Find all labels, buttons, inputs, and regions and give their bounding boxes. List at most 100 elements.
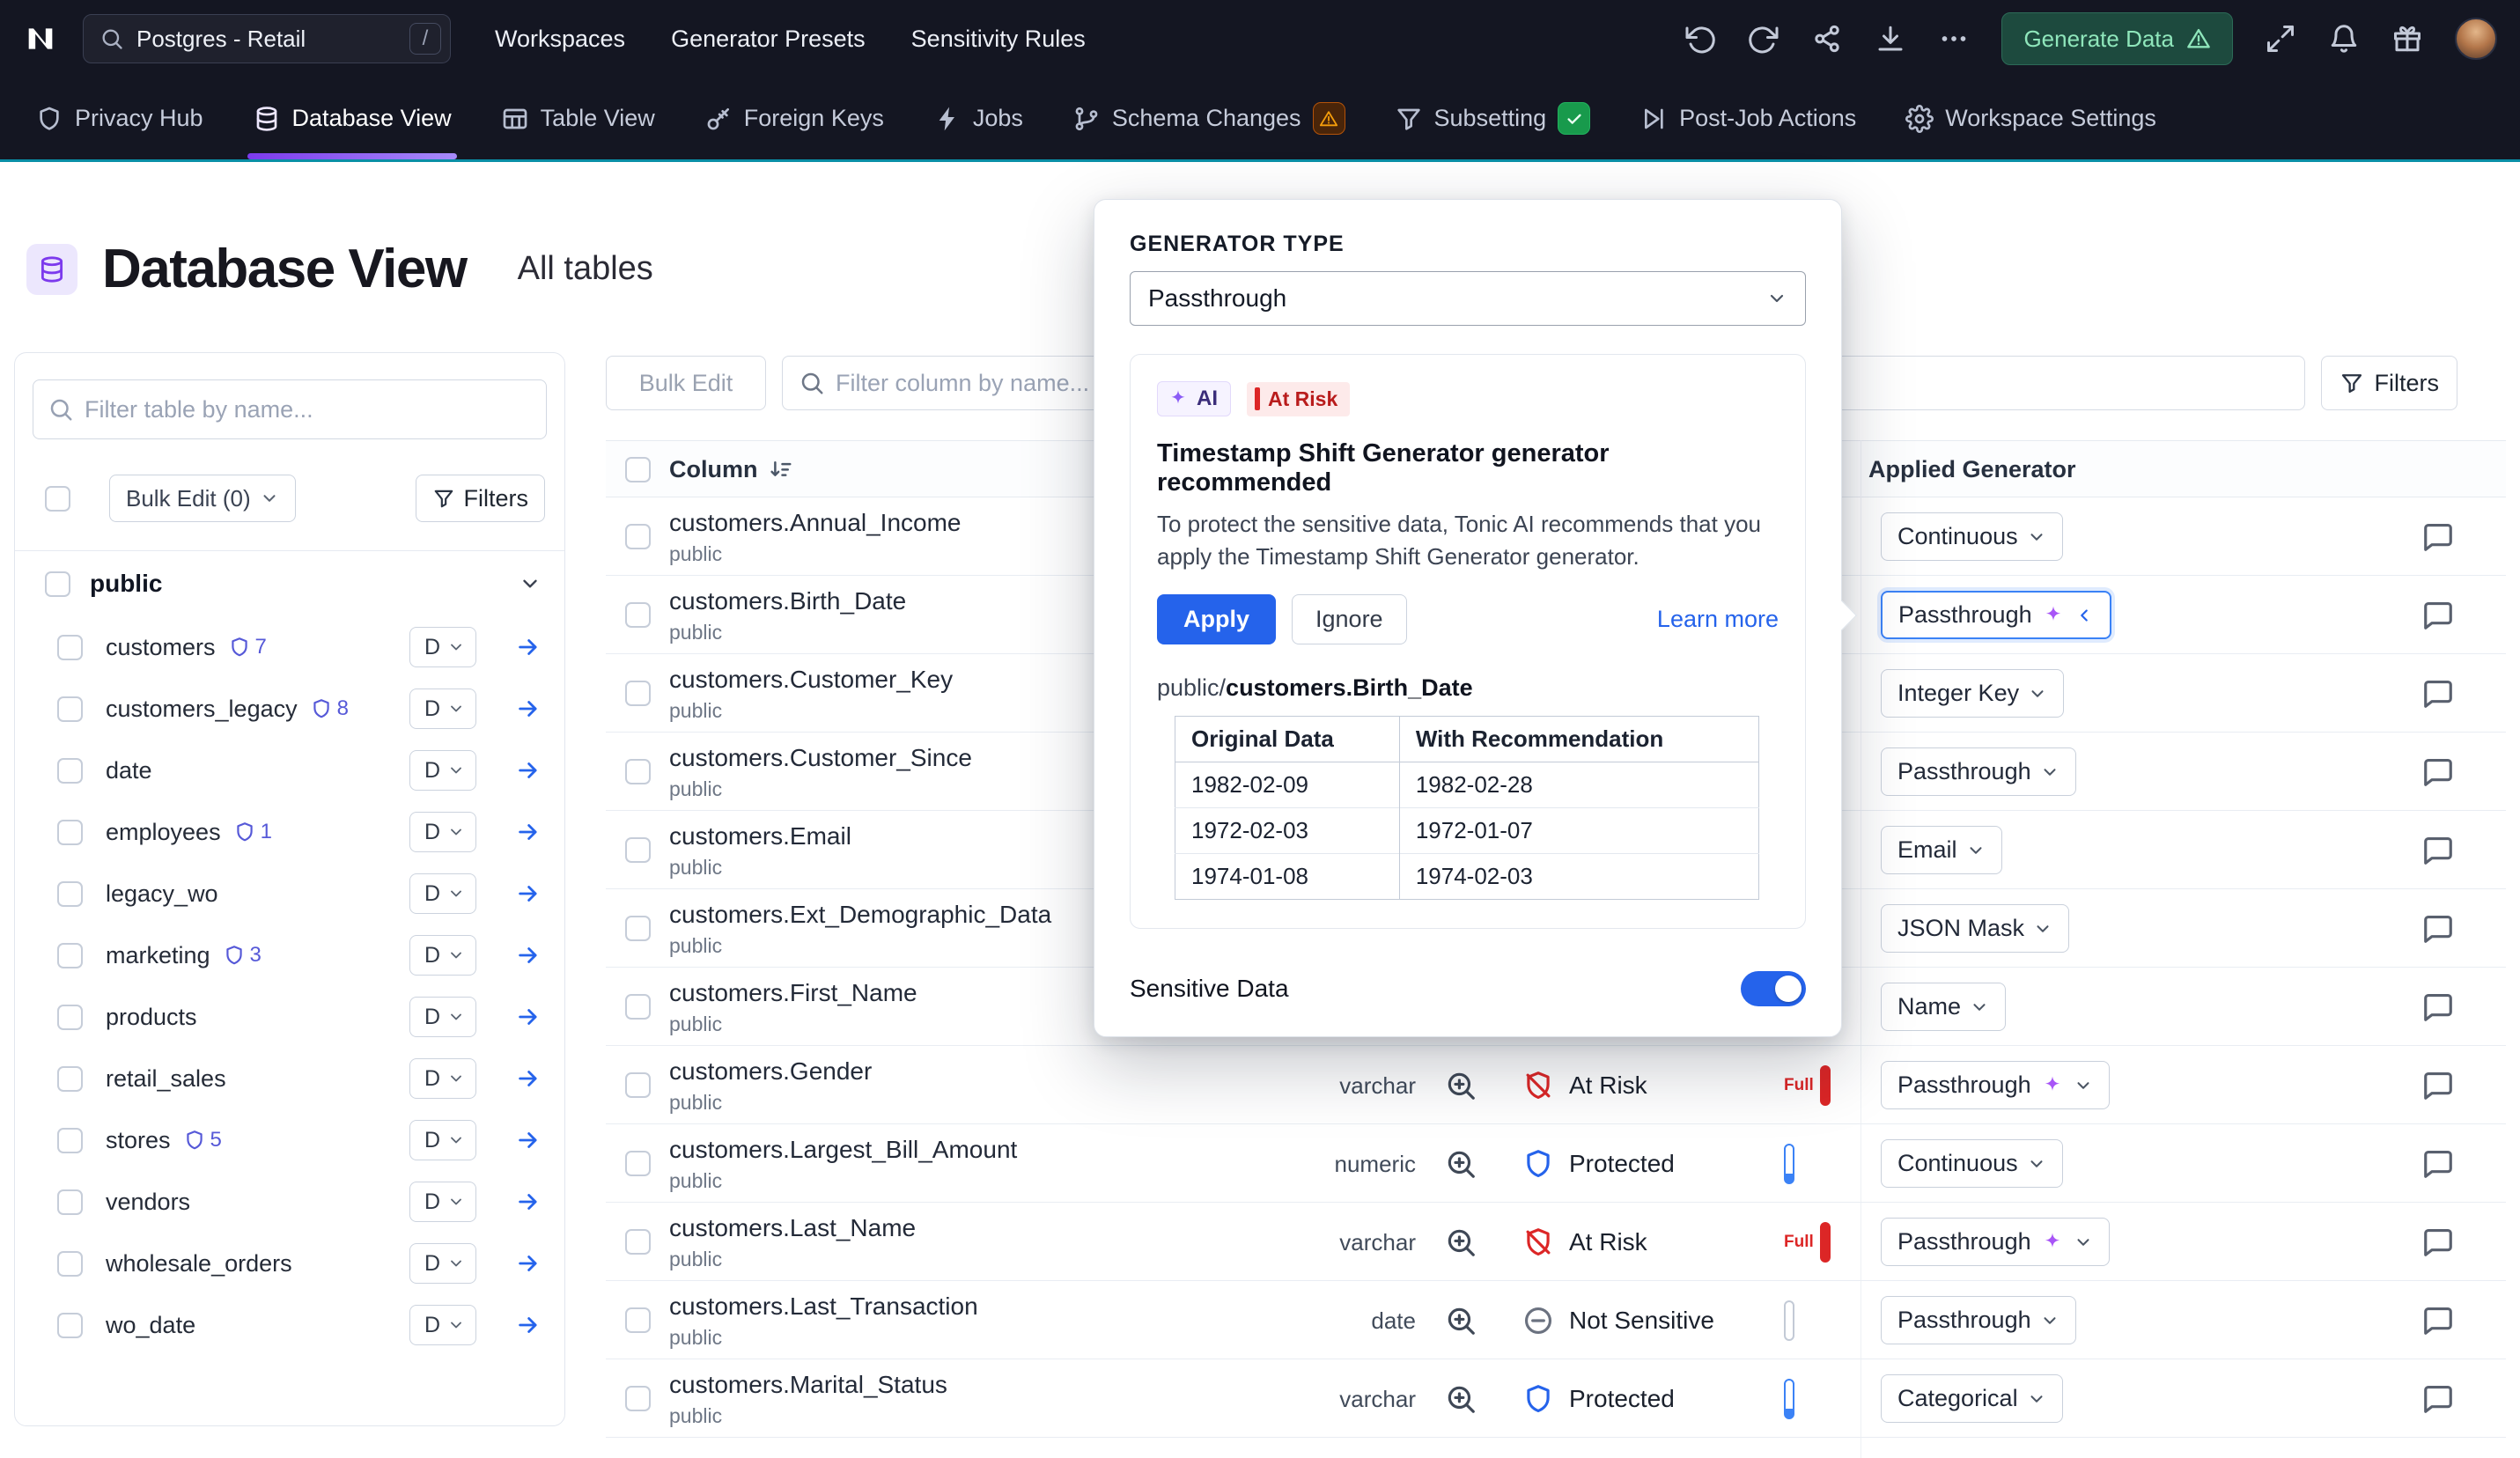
table-mode-dropdown[interactable]: D [409, 812, 476, 852]
schema-checkbox[interactable] [45, 571, 70, 597]
preview-data-icon[interactable] [1444, 1304, 1477, 1337]
applied-generator-dropdown[interactable]: JSON Mask [1881, 904, 2070, 953]
sidebar-table-row[interactable]: customers 7 D [15, 616, 564, 678]
open-table-arrow-icon[interactable] [515, 1312, 542, 1338]
open-table-arrow-icon[interactable] [515, 634, 542, 660]
open-table-arrow-icon[interactable] [515, 1127, 542, 1153]
column-header[interactable]: Column [669, 441, 793, 498]
table-name[interactable]: products [106, 1003, 197, 1030]
tab-database-view[interactable]: Database View [247, 77, 457, 159]
applied-generator-dropdown[interactable]: Passthrough [1881, 1296, 2076, 1344]
table-name[interactable]: date [106, 756, 152, 784]
column-checkbox[interactable] [625, 1151, 651, 1176]
column-checkbox[interactable] [625, 681, 651, 706]
nav-workspaces[interactable]: Workspaces [495, 25, 626, 52]
download-icon[interactable] [1875, 23, 1906, 55]
table-checkbox[interactable] [57, 880, 83, 907]
workspace-search-input[interactable] [136, 25, 397, 53]
table-checkbox[interactable] [57, 942, 83, 968]
sidebar-table-row[interactable]: vendors D [15, 1171, 564, 1233]
column-checkbox[interactable] [625, 1229, 651, 1255]
tab-workspace-settings[interactable]: Workspace Settings [1905, 77, 2156, 159]
table-mode-dropdown[interactable]: D [409, 1120, 476, 1160]
applied-generator-dropdown[interactable]: Categorical [1881, 1374, 2063, 1423]
table-checkbox[interactable] [57, 1312, 83, 1338]
tab-table-view[interactable]: Table View [501, 77, 655, 159]
table-checkbox[interactable] [57, 819, 83, 845]
table-name[interactable]: customers_legacy [106, 695, 298, 722]
table-name[interactable]: wholesale_orders [106, 1249, 292, 1277]
share-icon[interactable] [1811, 23, 1843, 55]
chevron-down-icon[interactable] [519, 572, 542, 595]
comment-icon[interactable] [2421, 1304, 2455, 1337]
table-checkbox[interactable] [57, 1250, 83, 1277]
column-checkbox[interactable] [625, 759, 651, 784]
comment-icon[interactable] [2421, 1147, 2455, 1181]
sidebar-table-row[interactable]: marketing 3 D [15, 924, 564, 986]
comment-icon[interactable] [2421, 677, 2455, 711]
sidebar-table-row[interactable]: employees 1 D [15, 801, 564, 863]
applied-generator-dropdown[interactable]: Email [1881, 826, 2002, 874]
sidebar-table-row[interactable]: customers_legacy 8 D [15, 678, 564, 740]
table-mode-dropdown[interactable]: D [409, 1182, 476, 1222]
table-mode-dropdown[interactable]: D [409, 873, 476, 914]
applied-generator-dropdown[interactable]: Passthrough [1881, 591, 2111, 639]
sidebar-table-row[interactable]: retail_sales D [15, 1048, 564, 1109]
table-checkbox[interactable] [57, 1004, 83, 1030]
sidebar-table-row[interactable]: wholesale_orders D [15, 1233, 564, 1294]
table-mode-dropdown[interactable]: D [409, 627, 476, 667]
nav-sensitivity-rules[interactable]: Sensitivity Rules [910, 25, 1086, 52]
sidebar-table-row[interactable]: products D [15, 986, 564, 1048]
apply-button[interactable]: Apply [1157, 593, 1277, 644]
table-mode-dropdown[interactable]: D [409, 1058, 476, 1099]
sidebar-table-row[interactable]: date D [15, 740, 564, 801]
schema-group-public[interactable]: public [15, 551, 564, 616]
open-table-arrow-icon[interactable] [515, 1189, 542, 1215]
table-filter-input[interactable] [85, 395, 546, 423]
table-checkbox[interactable] [57, 696, 83, 722]
open-table-arrow-icon[interactable] [515, 819, 542, 845]
filters-button[interactable]: Filters [2320, 356, 2457, 410]
open-table-arrow-icon[interactable] [515, 757, 542, 784]
select-all-columns-checkbox[interactable] [625, 457, 651, 482]
comment-icon[interactable] [2421, 990, 2455, 1024]
comment-icon[interactable] [2421, 599, 2455, 632]
column-checkbox[interactable] [625, 1072, 651, 1098]
column-checkbox[interactable] [625, 837, 651, 863]
column-checkbox[interactable] [625, 1386, 651, 1411]
column-checkbox[interactable] [625, 1307, 651, 1333]
tab-post-job-actions[interactable]: Post-Job Actions [1639, 77, 1856, 159]
column-checkbox[interactable] [625, 524, 651, 549]
sidebar-table-row[interactable]: stores 5 D [15, 1109, 564, 1171]
workspace-search[interactable]: / [83, 14, 451, 63]
column-checkbox[interactable] [625, 916, 651, 941]
fullscreen-icon[interactable] [2265, 23, 2296, 55]
learn-more-link[interactable]: Learn more [1656, 605, 1779, 632]
table-name[interactable]: retail_sales [106, 1064, 226, 1092]
more-options-icon[interactable] [1938, 23, 1970, 55]
user-avatar[interactable] [2455, 18, 2497, 60]
applied-generator-dropdown[interactable]: Passthrough [1881, 1061, 2110, 1109]
table-name[interactable]: wo_date [106, 1311, 196, 1338]
table-checkbox[interactable] [57, 1065, 83, 1092]
open-table-arrow-icon[interactable] [515, 1004, 542, 1030]
open-table-arrow-icon[interactable] [515, 880, 542, 907]
comment-icon[interactable] [2421, 520, 2455, 554]
comment-icon[interactable] [2421, 1382, 2455, 1416]
applied-generator-dropdown[interactable]: Continuous [1881, 512, 2063, 561]
preview-data-icon[interactable] [1444, 1382, 1477, 1416]
table-name[interactable]: legacy_wo [106, 880, 218, 907]
tab-foreign-keys[interactable]: Foreign Keys [704, 77, 884, 159]
sidebar-table-row[interactable]: legacy_wo D [15, 863, 564, 924]
tab-subsetting[interactable]: Subsetting [1395, 77, 1591, 159]
ignore-button[interactable]: Ignore [1292, 593, 1407, 644]
table-mode-dropdown[interactable]: D [409, 1305, 476, 1345]
table-mode-dropdown[interactable]: D [409, 688, 476, 729]
table-checkbox[interactable] [57, 1127, 83, 1153]
table-name[interactable]: customers [106, 633, 216, 660]
sidebar-table-row[interactable]: wo_date D [15, 1294, 564, 1356]
comment-icon[interactable] [2421, 1069, 2455, 1102]
generator-type-select[interactable]: Passthrough [1130, 271, 1806, 326]
sensitive-data-toggle[interactable] [1741, 971, 1806, 1006]
tab-jobs[interactable]: Jobs [933, 77, 1023, 159]
